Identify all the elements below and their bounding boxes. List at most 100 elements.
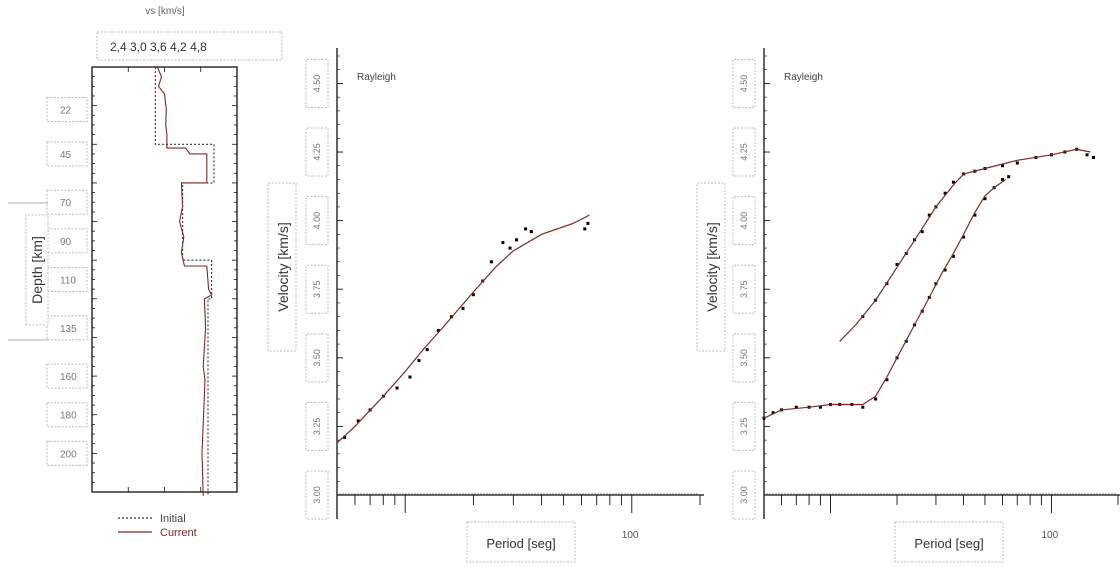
disp2-data-point (943, 191, 947, 195)
disp2-title: Rayleigh (784, 72, 823, 83)
disp1-y-title-group: Velocity [km/s] (267, 182, 297, 352)
disp2-y-tick-box (732, 470, 756, 520)
disp2-data-point (983, 197, 987, 201)
disp2-y-tick-box (732, 333, 756, 383)
disp2-data-point (962, 235, 966, 239)
disp1-data-point (471, 293, 475, 297)
disp2-data-point (1092, 156, 1095, 159)
disp1-y-title: Velocity [km/s] (275, 222, 291, 311)
depth-tick-label: 110 (60, 276, 76, 287)
disp1-y-tick-box (305, 127, 329, 177)
disp2-y-tick-label: 4.00 (739, 212, 749, 230)
disp2-y-tick-group: 4.25 (732, 127, 756, 177)
disp1-y-title-box (267, 182, 297, 352)
disp2-y-tick-group: 3.00 (732, 470, 756, 520)
disp2-y-tick-box (732, 196, 756, 246)
disp2-y-tick-label: 3.75 (739, 280, 749, 298)
disp1-y-tick-group: 4.00 (305, 196, 329, 246)
disp2-data-point (920, 230, 924, 234)
top-axis-label: vs [km/s] (145, 6, 185, 17)
disp2-fit-line (763, 179, 1006, 419)
depth-tick-box (46, 141, 88, 167)
disp1-y-tick-label: 3.75 (312, 280, 322, 298)
disp2-data-point (951, 254, 955, 258)
disp2-y-tick-label: 3.25 (739, 418, 749, 436)
disp1-data-point (425, 348, 429, 352)
depth-tick-label: 160 (60, 372, 77, 383)
disp1-y-tick-label: 4.00 (312, 212, 322, 230)
disp2-data-point (943, 268, 947, 272)
disp1-title: Rayleigh (357, 72, 396, 83)
disp1-data-point (356, 419, 360, 423)
disp2-y-tick-group: 3.25 (732, 401, 756, 451)
disp1-data-point (583, 227, 587, 231)
disp2-y-tick-group: 4.00 (732, 196, 756, 246)
disp2-y-tick-group: 4.50 (732, 58, 756, 108)
disp1-y-tick-group: 3.25 (305, 401, 329, 451)
initial-model-line (154, 67, 215, 496)
legend-label-initial: Initial (160, 513, 186, 525)
disp2-y-tick-label: 4.50 (739, 75, 749, 93)
disp1-data-point (436, 328, 440, 332)
depth-tick-label: 90 (60, 237, 72, 248)
disp2-y-tick-box (732, 58, 756, 108)
disp1-y-tick-label: 3.25 (312, 418, 322, 436)
current-model-line (156, 66, 213, 496)
disp1-data-point (395, 386, 399, 390)
depth-axis-title-box (25, 214, 49, 326)
depth-tick-box (46, 97, 88, 122)
depth-tick-box (46, 402, 88, 428)
depth-plot-frame (91, 66, 238, 493)
disp2-y-tick-box (732, 264, 756, 314)
disp2-y-tick-group: 3.50 (732, 333, 756, 383)
disp1-y-tick-box (305, 196, 329, 246)
disp1-data-point (343, 435, 347, 439)
depth-tick-box (46, 228, 88, 254)
disp2-y-tick-label: 4.25 (739, 143, 749, 161)
disp1-y-tick-box (305, 401, 329, 451)
disp1-x-title-box (466, 521, 576, 563)
disp1-y-tick-label: 4.50 (312, 75, 322, 93)
disp2-x-title: Period [seg] (914, 536, 983, 551)
disp2-y-title-box (696, 182, 726, 352)
disp1-x-title: Period [seg] (486, 536, 555, 551)
disp1-y-tick-label: 3.00 (312, 486, 322, 504)
velocity-scale-box (96, 31, 283, 61)
disp2-data-point (1007, 175, 1011, 179)
depth-tick-box (46, 440, 88, 466)
legend-label-current: Current (160, 527, 197, 539)
disp2-data-point (794, 405, 798, 409)
disp2-data-point (818, 405, 822, 409)
disp1-y-tick-group: 4.25 (305, 127, 329, 177)
disp1-y-tick-box (305, 333, 329, 383)
disp1-y-tick-group: 4.50 (305, 58, 329, 108)
disp1-data-point (489, 260, 493, 264)
disp1-data-point (501, 241, 505, 245)
disp1-data-point (515, 238, 518, 242)
depth-tick-label: 22 (60, 106, 72, 117)
disp2-y-tick-label: 3.50 (739, 349, 749, 367)
velocity-scale-label: 2,4 3,0 3,6 4,2 4,8 (110, 40, 207, 54)
depth-tick-label: 70 (60, 198, 72, 209)
disp2-data-point (1001, 178, 1004, 181)
disp2-y-tick-group: 3.75 (732, 264, 756, 314)
disp2-data-point (885, 378, 889, 382)
disp1-y-tick-box (305, 264, 329, 314)
disp1-y-tick-label: 3.50 (312, 349, 322, 367)
depth-tick-box (46, 363, 88, 389)
disp2-data-point (895, 263, 899, 266)
disp2-x-title-box (894, 521, 1004, 563)
disp2-y-tick-box (732, 127, 756, 177)
disp1-y-tick-group: 3.50 (305, 333, 329, 383)
disp1-data-point (408, 375, 412, 379)
disp2-data-point (771, 411, 775, 415)
disp2-x-tick-label: 100 (1041, 530, 1058, 541)
disp2-y-title: Velocity [km/s] (704, 222, 720, 311)
disp2-data-point (861, 405, 865, 409)
disp2-data-point (973, 213, 977, 217)
disp1-fit-line (336, 214, 590, 444)
disp2-y-tick-box (732, 401, 756, 451)
disp2-data-point (1015, 161, 1019, 165)
disp2-data-point (951, 180, 955, 184)
